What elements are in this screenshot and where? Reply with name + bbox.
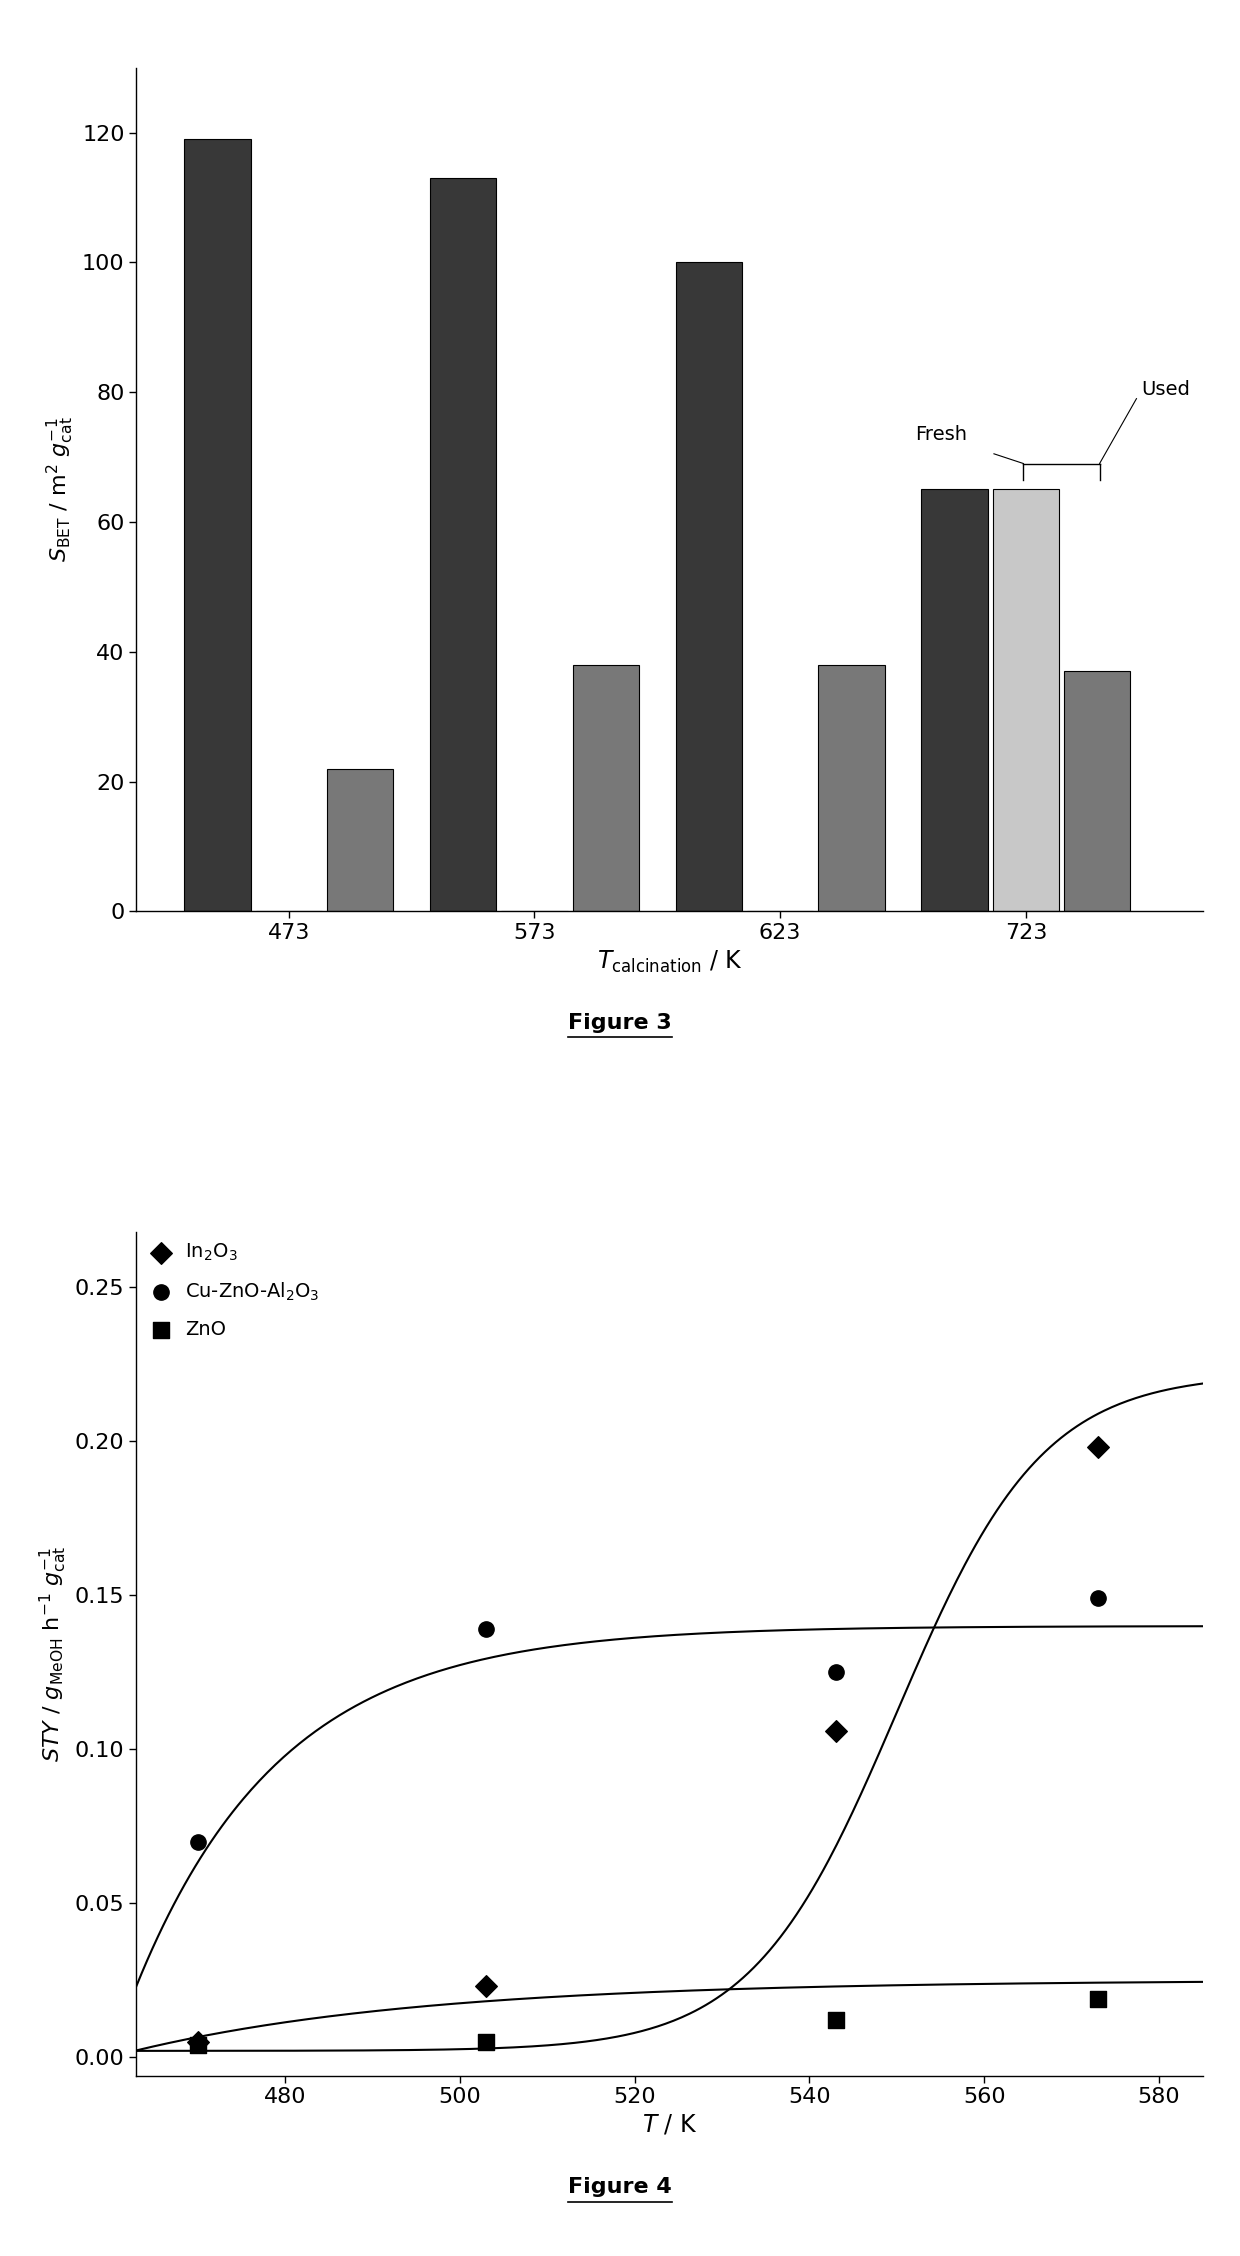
Cu-ZnO-Al$_2$O$_3$ bbox=[476, 1611, 496, 1647]
X-axis label: $T$ / K: $T$ / K bbox=[642, 2114, 697, 2136]
Text: Figure 3: Figure 3 bbox=[568, 1013, 672, 1033]
Text: Fresh: Fresh bbox=[915, 424, 967, 444]
Y-axis label: $STY$ / $g_{\mathrm{MeOH}}$ h$^{-1}$ $g_{\mathrm{cat}}^{-1}$: $STY$ / $g_{\mathrm{MeOH}}$ h$^{-1}$ $g_… bbox=[38, 1545, 69, 1762]
ZnO bbox=[476, 2024, 496, 2060]
In$_2$O$_3$ bbox=[1087, 1430, 1107, 1466]
Bar bbox=[993, 490, 1059, 911]
Text: Figure 4: Figure 4 bbox=[568, 2177, 672, 2197]
ZnO bbox=[1087, 1981, 1107, 2017]
X-axis label: $T_\mathrm{calcination}$ / K: $T_\mathrm{calcination}$ / K bbox=[596, 950, 743, 975]
ZnO bbox=[826, 2001, 846, 2037]
Bar bbox=[1064, 672, 1131, 911]
Cu-ZnO-Al$_2$O$_3$ bbox=[1087, 1579, 1107, 1615]
Legend: In$_2$O$_3$, Cu-ZnO-Al$_2$O$_3$, ZnO: In$_2$O$_3$, Cu-ZnO-Al$_2$O$_3$, ZnO bbox=[146, 1241, 320, 1340]
Bar bbox=[327, 769, 393, 911]
ZnO bbox=[187, 2026, 207, 2062]
Bar bbox=[430, 178, 496, 911]
Bar bbox=[676, 262, 742, 911]
Y-axis label: $S_{\mathrm{BET}}$ / m$^2$ $g_{\mathrm{cat}}^{-1}$: $S_{\mathrm{BET}}$ / m$^2$ $g_{\mathrm{c… bbox=[45, 417, 77, 562]
Cu-ZnO-Al$_2$O$_3$ bbox=[826, 1654, 846, 1690]
Text: Used: Used bbox=[1141, 379, 1190, 399]
In$_2$O$_3$ bbox=[187, 2024, 207, 2060]
Bar bbox=[185, 140, 250, 911]
Cu-ZnO-Al$_2$O$_3$ bbox=[187, 1823, 207, 1859]
Bar bbox=[818, 666, 884, 911]
In$_2$O$_3$ bbox=[826, 1712, 846, 1748]
Bar bbox=[573, 666, 639, 911]
In$_2$O$_3$ bbox=[476, 1967, 496, 2003]
Bar bbox=[921, 490, 988, 911]
